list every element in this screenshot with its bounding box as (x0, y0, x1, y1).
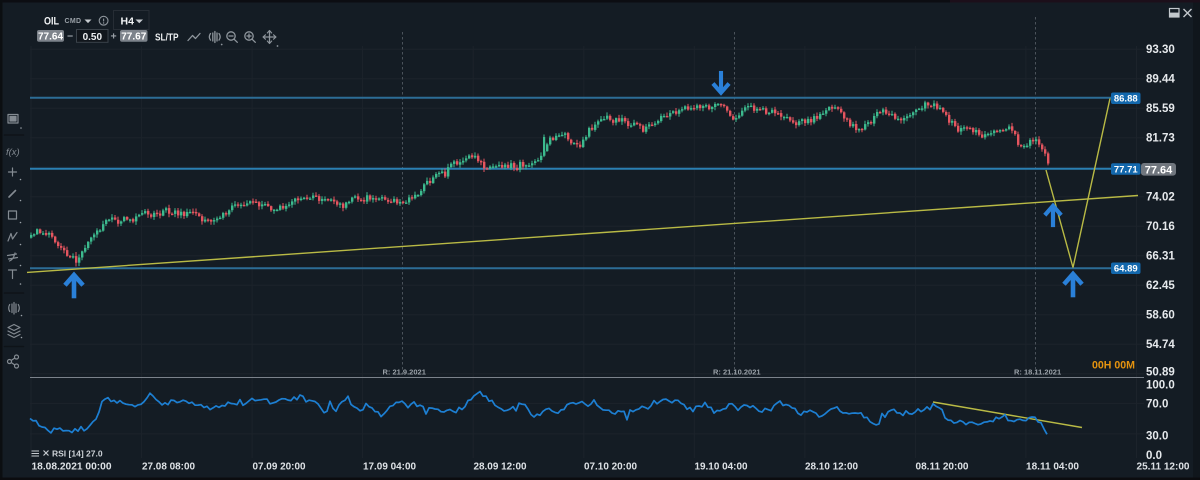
svg-text:77.64: 77.64 (38, 32, 63, 43)
svg-text:70.0: 70.0 (1146, 398, 1168, 410)
svg-text:93.30: 93.30 (1146, 44, 1175, 56)
svg-text:27.08 08:00: 27.08 08:00 (142, 461, 195, 473)
svg-text:77.64: 77.64 (1145, 164, 1173, 176)
svg-text:25.11 12:00: 25.11 12:00 (1137, 461, 1190, 473)
svg-text:+: + (111, 31, 117, 43)
svg-text:19.10 04:00: 19.10 04:00 (695, 461, 748, 473)
svg-text:85.59: 85.59 (1146, 103, 1175, 115)
svg-text:OIL: OIL (44, 16, 59, 28)
svg-text:07.09 20:00: 07.09 20:00 (253, 461, 306, 473)
svg-text:18.11 04:00: 18.11 04:00 (1026, 461, 1079, 473)
svg-text:H4: H4 (121, 16, 135, 28)
svg-text:70.16: 70.16 (1146, 221, 1175, 233)
svg-text:18.08.2021 00:00: 18.08.2021 00:00 (32, 461, 112, 473)
svg-text:81.73: 81.73 (1146, 133, 1175, 145)
svg-text:−: − (67, 31, 73, 43)
svg-text:100.0: 100.0 (1146, 380, 1175, 392)
svg-text:62.45: 62.45 (1146, 280, 1175, 292)
svg-text:R: 21.10.2021: R: 21.10.2021 (713, 368, 761, 377)
svg-text:CMD: CMD (65, 18, 82, 25)
svg-text:07.10 20:00: 07.10 20:00 (584, 461, 637, 473)
svg-text:28.10 12:00: 28.10 12:00 (805, 461, 858, 473)
svg-text:17.09 04:00: 17.09 04:00 (363, 461, 416, 473)
svg-text:89.44: 89.44 (1146, 74, 1175, 86)
svg-text:08.11 20:00: 08.11 20:00 (916, 461, 969, 473)
svg-text:R: 18.11.2021: R: 18.11.2021 (1014, 368, 1061, 377)
svg-text:f(x): f(x) (6, 147, 20, 158)
svg-text:77.67: 77.67 (121, 32, 146, 43)
svg-text:30.0: 30.0 (1146, 431, 1168, 443)
svg-text:0.50: 0.50 (83, 32, 103, 43)
svg-text:SL/TP: SL/TP (155, 31, 179, 43)
svg-text:R: 21.9.2021: R: 21.9.2021 (383, 368, 426, 377)
svg-text:00H 00M: 00H 00M (1092, 360, 1135, 372)
svg-text:74.02: 74.02 (1146, 192, 1175, 204)
svg-text:66.31: 66.31 (1146, 251, 1175, 263)
svg-text:50.89: 50.89 (1146, 367, 1175, 379)
svg-text:86.88: 86.88 (1114, 94, 1138, 105)
svg-text:64.89: 64.89 (1114, 264, 1138, 275)
svg-text:RSI [14] 27.0: RSI [14] 27.0 (52, 449, 103, 459)
svg-text:54.74: 54.74 (1146, 339, 1175, 351)
svg-text:77.71: 77.71 (1114, 164, 1138, 175)
svg-text:58.60: 58.60 (1146, 310, 1175, 322)
svg-text:0.0: 0.0 (1146, 450, 1162, 462)
svg-text:28.09 12:00: 28.09 12:00 (474, 461, 527, 473)
